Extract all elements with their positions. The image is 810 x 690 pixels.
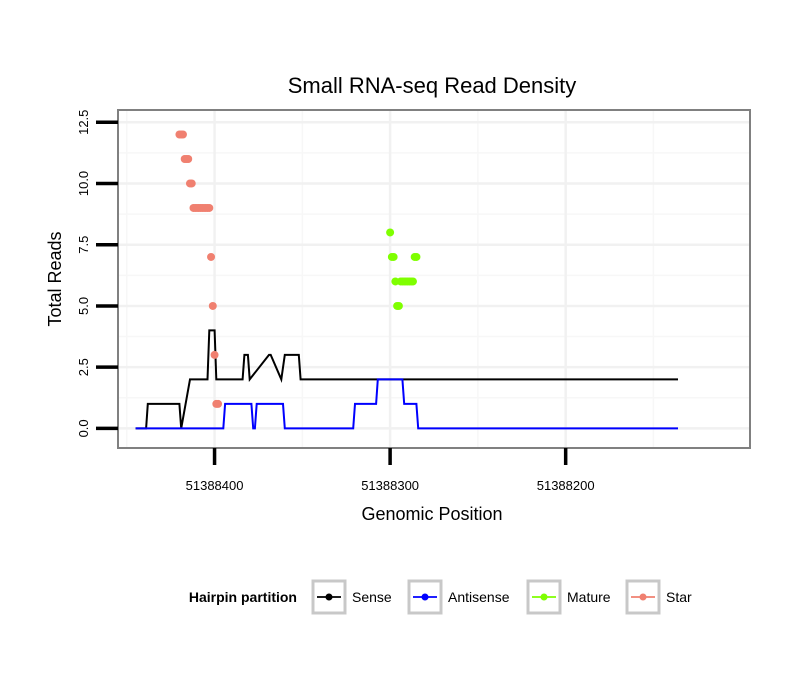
y-tick-label: 0.0 (76, 419, 91, 437)
mature-point (394, 301, 403, 310)
star-point (187, 179, 196, 188)
legend-label-mature: Mature (567, 589, 611, 605)
legend-entry-mature: Mature (526, 579, 611, 615)
x-tick-label: 51388200 (537, 478, 595, 493)
antisense-line (135, 378, 678, 430)
y-tick-label: 2.5 (76, 358, 91, 376)
star-point (184, 154, 193, 163)
plot-border (117, 109, 751, 449)
mature-point (389, 252, 398, 261)
legend-label-sense: Sense (352, 589, 392, 605)
plot-background (118, 110, 750, 448)
star-point (208, 301, 217, 310)
legend: Hairpin partition Sense Antisense Mature… (189, 579, 692, 615)
y-tick-label: 10.0 (76, 171, 91, 196)
mature-point (412, 252, 421, 261)
legend-title: Hairpin partition (189, 589, 297, 605)
mature-point (386, 228, 395, 237)
star-point (207, 252, 216, 261)
legend-label-star: Star (666, 589, 692, 605)
y-tick-label: 12.5 (76, 110, 91, 135)
star-point (210, 350, 219, 359)
star-point (205, 203, 214, 212)
legend-dot-sense (325, 593, 333, 601)
star-point (214, 399, 223, 408)
chart-title: Small RNA-seq Read Density (288, 73, 577, 98)
y-axis-label: Total Reads (45, 231, 65, 326)
legend-dot-antisense (421, 593, 429, 601)
legend-label-antisense: Antisense (448, 589, 510, 605)
x-tick-label: 51388400 (186, 478, 244, 493)
legend-entry-star: Star (625, 579, 692, 615)
legend-entry-sense: Sense (311, 579, 392, 615)
x-tick-label: 51388300 (361, 478, 419, 493)
legend-dot-star (639, 593, 647, 601)
mature-point (408, 277, 417, 286)
legend-entry-antisense: Antisense (407, 579, 510, 615)
star-point (178, 130, 187, 139)
plot-area: 0.0 2.5 5.0 7.5 10.0 12.5 51388400 51388300 5138… (76, 109, 751, 493)
y-tick-label: 7.5 (76, 236, 91, 254)
x-axis-label: Genomic Position (361, 504, 502, 524)
legend-dot-mature (540, 593, 548, 601)
y-tick-label: 5.0 (76, 297, 91, 315)
